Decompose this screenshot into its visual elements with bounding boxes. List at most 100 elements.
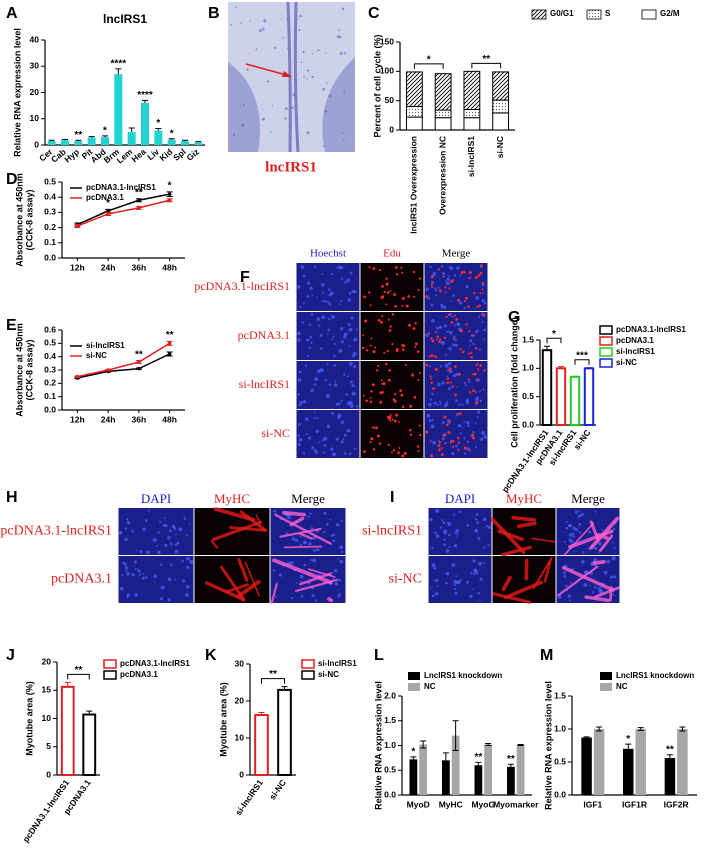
x-tick-label: 24h — [101, 262, 116, 272]
line — [77, 199, 170, 227]
edu-signal — [470, 351, 473, 354]
nucleus — [457, 423, 462, 428]
nucleus — [611, 541, 614, 544]
nucleus — [455, 528, 460, 533]
error-bar — [135, 360, 142, 364]
nucleus — [442, 521, 446, 525]
nucleus — [472, 588, 475, 591]
nucleus — [291, 537, 296, 541]
nucleus — [176, 541, 180, 545]
nucleus — [353, 337, 358, 342]
nucleus — [137, 569, 141, 573]
panel-label: F — [240, 269, 250, 286]
nucleus — [581, 513, 585, 516]
y-tick-label: 0.5 — [44, 338, 56, 348]
edu-signal — [391, 313, 395, 316]
nucleus — [441, 421, 445, 425]
bar-segment — [463, 108, 481, 119]
nucleus — [465, 285, 469, 289]
nucleus — [328, 383, 332, 387]
nucleus — [334, 582, 339, 586]
nucleus — [142, 527, 146, 532]
error-bar — [442, 752, 449, 769]
legend-swatch — [641, 9, 657, 20]
nucleus — [181, 579, 186, 583]
myotube — [213, 507, 255, 522]
nucleus — [454, 532, 456, 535]
bar — [635, 729, 646, 795]
edu-signal — [387, 378, 391, 382]
nucleus — [330, 534, 334, 537]
nucleus — [306, 295, 310, 298]
nucleus — [335, 267, 338, 269]
myotube — [501, 575, 512, 592]
edu-signal — [370, 390, 373, 393]
nucleus — [119, 531, 122, 534]
error-bar — [166, 191, 173, 197]
error-bar — [166, 351, 173, 357]
nucleus — [298, 437, 303, 442]
edu-signal — [395, 413, 399, 417]
edu-signal — [475, 378, 478, 381]
nucleus — [466, 524, 470, 527]
nucleus — [479, 599, 481, 601]
edu-signal — [394, 393, 397, 396]
nucleus — [567, 524, 571, 528]
panel-label: B — [208, 5, 220, 22]
edu-signal — [445, 315, 448, 318]
y-tick-label: 0.1 — [44, 237, 56, 247]
tissue-stain — [228, 62, 260, 152]
nucleus — [345, 393, 348, 396]
nucleus — [331, 337, 334, 341]
significance-label: * — [168, 181, 172, 192]
bar — [419, 744, 427, 795]
y-tick-label: 0 — [34, 139, 39, 149]
edu-signal — [430, 381, 433, 385]
legend-swatch — [103, 659, 117, 669]
bar — [409, 759, 418, 795]
edu-signal — [457, 412, 460, 416]
myotube — [282, 510, 307, 517]
nucleus — [302, 274, 306, 278]
edu-signal — [395, 347, 399, 351]
x-tick-label: IGF1R — [622, 799, 647, 809]
nucleus — [445, 281, 450, 286]
nucleus — [298, 403, 302, 407]
nucleus — [152, 538, 157, 543]
nucleus — [335, 437, 339, 441]
edu-signal — [392, 418, 394, 421]
nucleus — [297, 338, 301, 342]
nucleus — [299, 400, 303, 405]
nucleus — [479, 390, 481, 393]
nucleus — [348, 361, 353, 366]
y-tick-label: 100 — [380, 66, 394, 76]
y-tick-label: 1.5 — [384, 715, 396, 725]
edu-signal — [417, 378, 420, 381]
myotube — [524, 558, 529, 581]
nucleus — [341, 550, 344, 554]
nucleus — [453, 335, 456, 339]
nucleus — [167, 577, 172, 582]
edu-signal — [429, 440, 432, 443]
nucleus — [459, 578, 462, 582]
nucleus — [343, 452, 347, 455]
edu-signal — [414, 322, 417, 325]
nucleus — [443, 324, 448, 328]
nucleus — [318, 441, 320, 444]
nucleus — [326, 362, 329, 365]
edu-signal — [385, 303, 388, 306]
nucleus — [174, 543, 178, 546]
edu-signal — [425, 363, 429, 367]
legend-swatch — [301, 659, 315, 669]
edu-signal — [454, 393, 457, 397]
edu-signal — [362, 334, 364, 337]
nucleus — [454, 338, 457, 342]
edu-signal — [370, 337, 373, 340]
nucleus — [135, 549, 138, 552]
nucleus — [160, 563, 163, 567]
y-tick-label: 20 — [235, 695, 245, 705]
edu-signal — [362, 394, 365, 397]
micrograph — [424, 410, 488, 458]
nucleus — [142, 572, 145, 575]
y-axis-label: Relative RNA expression level — [543, 681, 553, 810]
